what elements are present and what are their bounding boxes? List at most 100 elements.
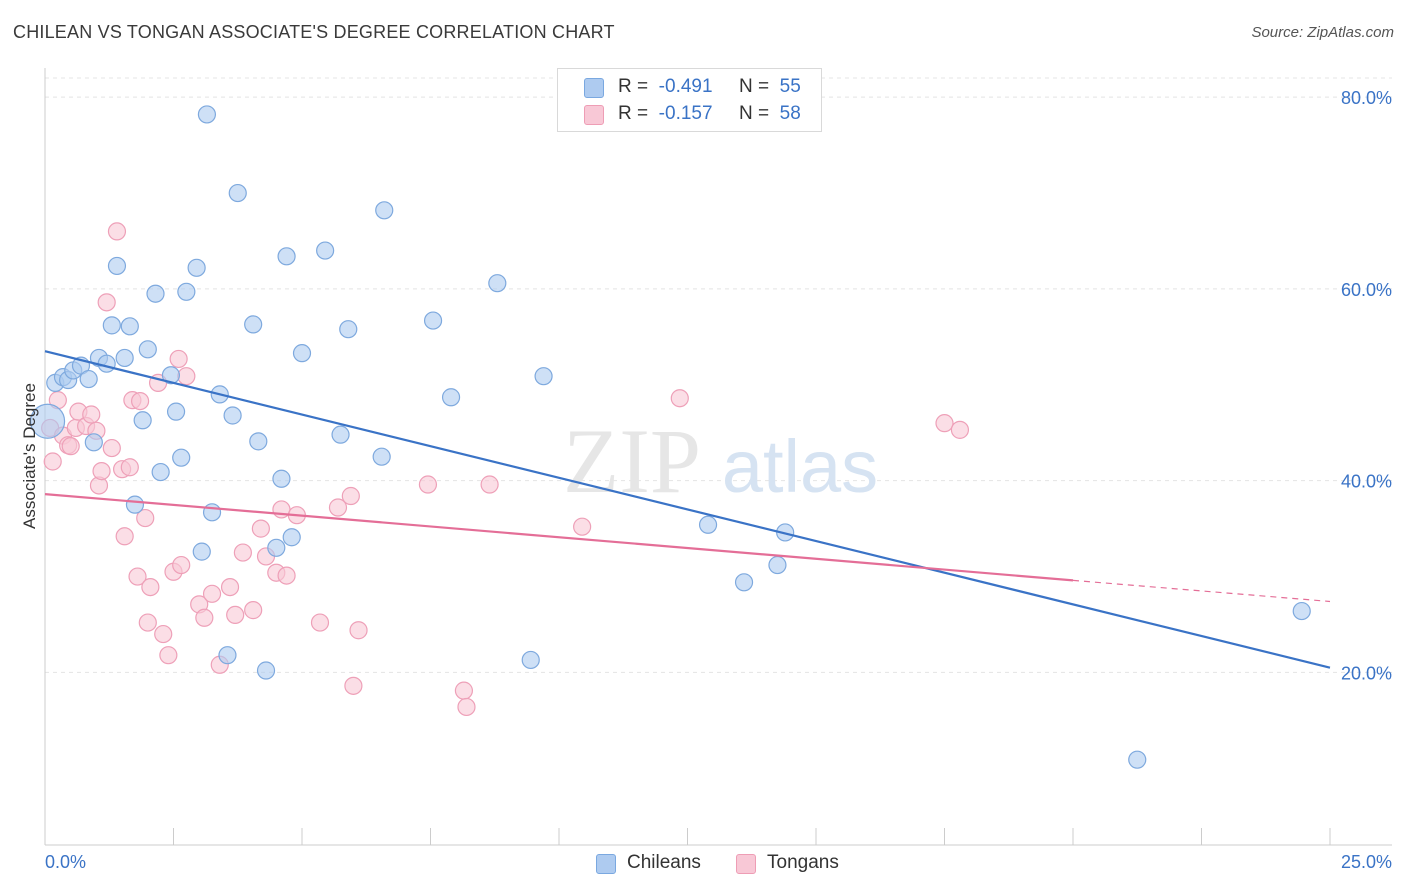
tongan-point xyxy=(92,461,111,481)
y-tick-label: 80.0% xyxy=(1341,88,1392,108)
y-axis-label: Associate's Degree xyxy=(20,383,39,529)
chilean-point xyxy=(166,402,186,421)
tongan-point xyxy=(349,621,368,640)
tongan-point xyxy=(159,646,178,665)
chilean-point xyxy=(521,650,540,670)
chilean-point xyxy=(161,366,181,385)
chilean-point xyxy=(84,433,103,452)
n-label: N = xyxy=(738,103,770,124)
chilean-point xyxy=(272,469,291,488)
x-tick-label: 25.0% xyxy=(1341,852,1392,872)
stats-legend: R = -0.491 N = 55 R = -0.157 N = 58 xyxy=(557,68,822,132)
chilean-point xyxy=(375,201,394,220)
chilean-point xyxy=(488,274,507,293)
tongan-point xyxy=(154,624,173,644)
legend-row-chileans: R = -0.491 N = 55 xyxy=(558,74,821,102)
chilean-point xyxy=(331,425,350,444)
chilean-point xyxy=(316,241,335,260)
r-label: R = xyxy=(618,103,649,124)
chilean-point xyxy=(223,406,242,425)
chileans-legend-label: Chileans xyxy=(627,852,701,873)
chilean-point xyxy=(423,311,443,330)
chilean-point xyxy=(197,105,217,124)
tongan-point xyxy=(102,438,121,458)
r-value-chileans: -0.491 xyxy=(658,76,713,97)
tongans-trend-line xyxy=(44,493,1074,582)
chilean-point xyxy=(151,462,170,482)
trend-lines xyxy=(44,350,1331,669)
chilean-point xyxy=(177,282,196,301)
tongan-point xyxy=(169,349,188,369)
chilean-point xyxy=(768,555,787,575)
chilean-point xyxy=(1292,601,1311,621)
chilean-point xyxy=(125,495,145,514)
tongan-point xyxy=(418,475,438,494)
chileans-trend-line xyxy=(44,350,1331,669)
y-tick-label: 20.0% xyxy=(1341,663,1392,683)
chilean-point xyxy=(734,573,754,592)
tongan-point xyxy=(61,437,80,456)
y-tick-labels: 20.0% 40.0% 60.0% 80.0% xyxy=(1341,88,1392,683)
chilean-point xyxy=(202,503,222,522)
tongan-point xyxy=(220,577,240,597)
tongan-point xyxy=(457,697,476,717)
y-tick-label: 40.0% xyxy=(1341,472,1392,492)
tongan-point xyxy=(195,608,214,627)
tongan-point xyxy=(141,577,160,597)
chilean-point xyxy=(192,542,211,561)
tongan-point xyxy=(480,475,499,494)
chileans-legend-swatch xyxy=(596,854,616,874)
tongan-point xyxy=(251,519,270,538)
tongan-point xyxy=(226,605,245,625)
chilean-point xyxy=(120,317,139,336)
chilean-point xyxy=(441,388,461,407)
watermark-atlas: atlas xyxy=(722,425,878,508)
tongan-point xyxy=(202,584,222,603)
chilean-point xyxy=(228,183,247,203)
chilean-point xyxy=(277,247,296,266)
tongan-point xyxy=(115,527,134,546)
tongan-point xyxy=(172,555,191,575)
chilean-point xyxy=(1128,750,1147,769)
tongan-point xyxy=(130,391,150,411)
chilean-point xyxy=(138,340,157,359)
chileans-swatch xyxy=(584,78,604,98)
chilean-point xyxy=(133,411,152,430)
chilean-point xyxy=(187,258,206,277)
tongan-point xyxy=(341,486,360,506)
tongan-point xyxy=(573,517,592,536)
tongan-point xyxy=(277,566,296,585)
chilean-point xyxy=(372,447,391,466)
tongans-swatch xyxy=(584,105,604,125)
chilean-point xyxy=(292,344,312,363)
tongans-legend-swatch xyxy=(736,854,756,874)
chilean-point xyxy=(244,315,263,334)
y-tick-label: 60.0% xyxy=(1341,280,1392,300)
tongan-point xyxy=(107,222,127,241)
tongan-point xyxy=(43,452,62,471)
chilean-point xyxy=(146,284,165,303)
tongan-point xyxy=(120,458,139,477)
chart-title: CHILEAN VS TONGAN ASSOCIATE'S DEGREE COR… xyxy=(13,22,615,42)
tongan-point xyxy=(310,613,330,632)
tongans-legend-label: Tongans xyxy=(767,852,839,873)
chilean-point xyxy=(107,256,127,276)
tongan-point xyxy=(128,567,147,586)
tongan-point xyxy=(136,508,155,528)
chilean-point xyxy=(218,646,237,665)
tongan-point xyxy=(950,420,970,439)
tongan-point xyxy=(97,293,116,312)
chilean-point xyxy=(102,316,121,335)
chilean-point xyxy=(29,403,66,439)
chilean-point xyxy=(267,538,286,557)
chilean-point xyxy=(172,448,191,467)
chilean-point xyxy=(698,515,718,534)
tongans-trend-extension xyxy=(1072,579,1331,603)
tongan-point xyxy=(935,414,954,433)
source-credit: Source: ZipAtlas.com xyxy=(1251,24,1394,41)
x-tick-label: 0.0% xyxy=(45,852,86,872)
chilean-point xyxy=(534,367,553,386)
chilean-point xyxy=(79,369,98,389)
chilean-point xyxy=(282,528,301,547)
